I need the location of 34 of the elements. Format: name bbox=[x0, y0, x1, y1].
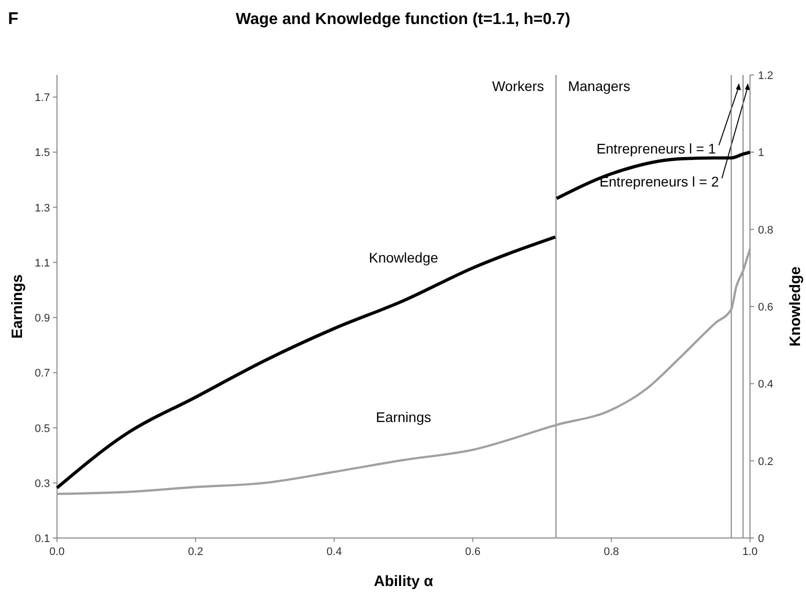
y2-tick-label: 0.6 bbox=[758, 302, 774, 314]
y-tick-label: 0.7 bbox=[34, 368, 50, 380]
chart-title: Wage and Knowledge function (t=1.1, h=0.7) bbox=[236, 11, 570, 28]
x-tick-label: 0.0 bbox=[49, 546, 65, 558]
y2-axis-title: Knowledge bbox=[787, 266, 804, 347]
y-tick-label: 1.3 bbox=[34, 202, 50, 214]
line-series bbox=[56, 248, 752, 496]
x-tick-label: 0.4 bbox=[326, 546, 342, 558]
y-tick-label: 0.1 bbox=[34, 533, 50, 545]
x-tick-label: 0.8 bbox=[604, 546, 620, 558]
y-tick-label: 0.9 bbox=[34, 312, 50, 325]
y-axis-title: Earnings bbox=[9, 274, 26, 339]
x-tick-label: 0.2 bbox=[188, 546, 204, 558]
y2-tick-label: 0.4 bbox=[758, 378, 774, 391]
x-axis-title: Ability α bbox=[374, 573, 434, 590]
annotation: Entrepreneurs l = 1 bbox=[596, 140, 716, 156]
text: Earnings bbox=[376, 409, 432, 426]
annotation: Workers bbox=[492, 78, 544, 94]
y2-tick-label: 0 bbox=[758, 533, 764, 545]
annotation: Managers bbox=[568, 78, 630, 94]
x-tick-label: 0.6 bbox=[465, 546, 480, 558]
y-tick-label: 0.3 bbox=[34, 478, 50, 490]
y2-tick-label: 0.8 bbox=[758, 224, 774, 236]
text: F bbox=[8, 9, 18, 28]
y-tick-label: 1.1 bbox=[34, 257, 50, 270]
y2-tick-label: 1 bbox=[758, 147, 764, 160]
y-tick-label: 0.5 bbox=[34, 422, 50, 435]
y-tick-label: 1.5 bbox=[34, 147, 50, 160]
y-tick-label: 1.7 bbox=[34, 92, 50, 104]
x-tick-label: 1.0 bbox=[742, 546, 758, 558]
series-label: Knowledge bbox=[368, 250, 438, 266]
y2-tick-label: 0.2 bbox=[758, 456, 774, 468]
y2-tick-label: 1.2 bbox=[758, 70, 774, 82]
annotation: Entrepreneurs l = 2 bbox=[599, 173, 720, 190]
